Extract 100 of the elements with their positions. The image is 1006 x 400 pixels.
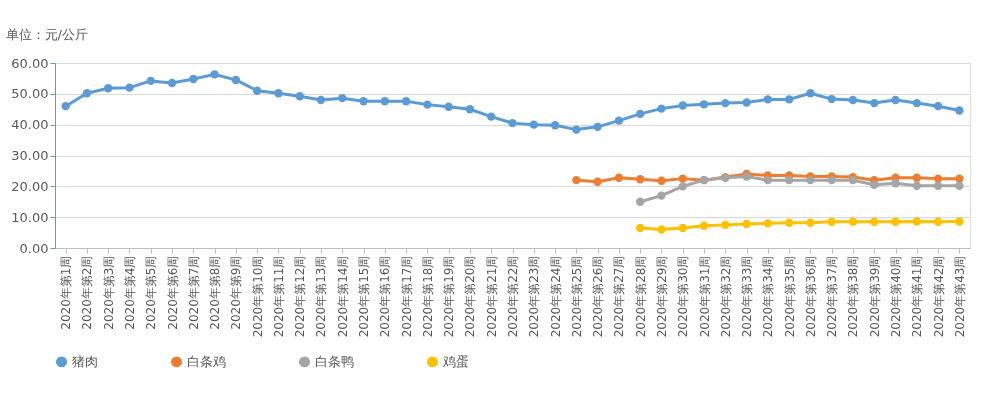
x-tick-label: 2020年第24周: [548, 255, 563, 338]
point: [274, 89, 283, 98]
point: [806, 218, 815, 227]
x-tick-label: 2020年第32周: [718, 255, 733, 338]
point: [699, 100, 709, 109]
point: [848, 95, 858, 105]
y-tick-label: 60.00: [11, 55, 49, 71]
legend-label: 白条鸡: [187, 353, 226, 369]
point: [848, 217, 858, 226]
x-tick-label: 2020年第28周: [633, 255, 648, 338]
y-tick-label: 20.00: [11, 178, 49, 194]
y-tick-label: 30.00: [11, 148, 49, 163]
point: [104, 84, 113, 93]
point: [657, 176, 666, 185]
point: [763, 95, 773, 104]
x-tick-label: 2020年第27周: [612, 255, 627, 338]
point: [423, 100, 432, 109]
point: [316, 95, 326, 105]
y-tick-label: 50.00: [11, 86, 49, 102]
legend-label: 猪肉: [72, 353, 98, 369]
y-tick-label: 40.00: [11, 117, 49, 133]
x-tick-label: 2020年第30周: [676, 255, 691, 338]
point: [657, 225, 666, 234]
point: [763, 219, 773, 228]
point: [784, 95, 794, 104]
x-tick-label: 2020年第40周: [889, 255, 904, 338]
x-tick-label: 2020年第38周: [846, 255, 861, 338]
legend-label: 白条鸭: [315, 353, 354, 369]
point: [870, 98, 879, 108]
x-tick-label: 2020年第20周: [463, 255, 478, 338]
x-tick-label: 2020年第10周: [250, 255, 265, 338]
point: [933, 174, 943, 183]
x-tick-label: 2020年第5周: [144, 255, 159, 330]
point: [763, 175, 773, 185]
x-tick-label: 2020年第33周: [740, 255, 755, 338]
point: [912, 173, 921, 182]
point: [295, 92, 304, 101]
point: [678, 101, 687, 110]
point: [806, 89, 815, 98]
point: [955, 106, 964, 115]
point: [167, 78, 177, 88]
y-tick-label: 0.00: [19, 240, 49, 256]
point: [338, 93, 347, 103]
point: [444, 102, 453, 111]
x-tick-label: 2020年第12周: [293, 255, 308, 338]
x-tick-label: 2020年第19周: [442, 255, 457, 338]
x-tick-label: 2020年第35周: [782, 255, 797, 338]
point: [678, 182, 687, 191]
point: [891, 179, 900, 188]
point: [678, 174, 687, 183]
point: [125, 83, 134, 92]
point: [614, 173, 624, 182]
point: [189, 74, 198, 84]
x-tick-label: 2020年第26周: [591, 255, 606, 338]
point: [912, 98, 921, 108]
point: [635, 175, 645, 184]
x-tick-label: 2020年第43周: [952, 255, 967, 338]
point: [870, 217, 879, 226]
point: [742, 219, 751, 229]
point: [401, 97, 411, 106]
point: [146, 76, 155, 86]
x-tick-label: 2020年第39周: [867, 255, 882, 338]
point: [529, 120, 538, 129]
point: [487, 112, 496, 121]
point: [933, 101, 943, 111]
point: [827, 217, 836, 226]
point: [82, 89, 92, 98]
point: [891, 217, 900, 226]
x-tick-label: 2020年第11周: [271, 255, 286, 338]
x-tick-label: 2020年第17周: [399, 255, 414, 338]
legend-label: 鸡蛋: [442, 353, 469, 369]
x-tick-label: 2020年第25周: [569, 255, 584, 338]
point: [870, 180, 879, 189]
x-tick-label: 2020年第22周: [506, 255, 520, 338]
x-tick-label: 2020年第34周: [761, 255, 776, 338]
x-tick-label: 2020年第16周: [378, 255, 393, 338]
point: [678, 223, 687, 233]
x-tick-label: 2020年第37周: [825, 255, 840, 338]
x-tick-label: 2020年第21周: [484, 255, 499, 338]
point: [572, 125, 581, 134]
point: [955, 174, 964, 183]
x-tick-label: 2020年第6周: [165, 255, 180, 330]
point: [699, 221, 709, 230]
y-tick-label: 10.00: [11, 209, 49, 225]
point: [955, 181, 964, 190]
point: [827, 94, 836, 104]
point: [806, 175, 815, 185]
point: [657, 191, 666, 200]
point: [784, 175, 794, 185]
point: [635, 223, 645, 233]
x-tick-label: 2020年第9周: [229, 255, 244, 330]
point: [933, 217, 943, 226]
x-tick-label: 2020年第41周: [910, 255, 925, 338]
x-tick-label: 2020年第8周: [208, 255, 223, 330]
x-tick-label: 2020年第23周: [527, 255, 542, 338]
point: [550, 121, 560, 130]
point: [891, 95, 900, 105]
point: [635, 197, 645, 206]
x-tick-label: 2020年第14周: [335, 255, 350, 338]
point: [61, 101, 70, 111]
